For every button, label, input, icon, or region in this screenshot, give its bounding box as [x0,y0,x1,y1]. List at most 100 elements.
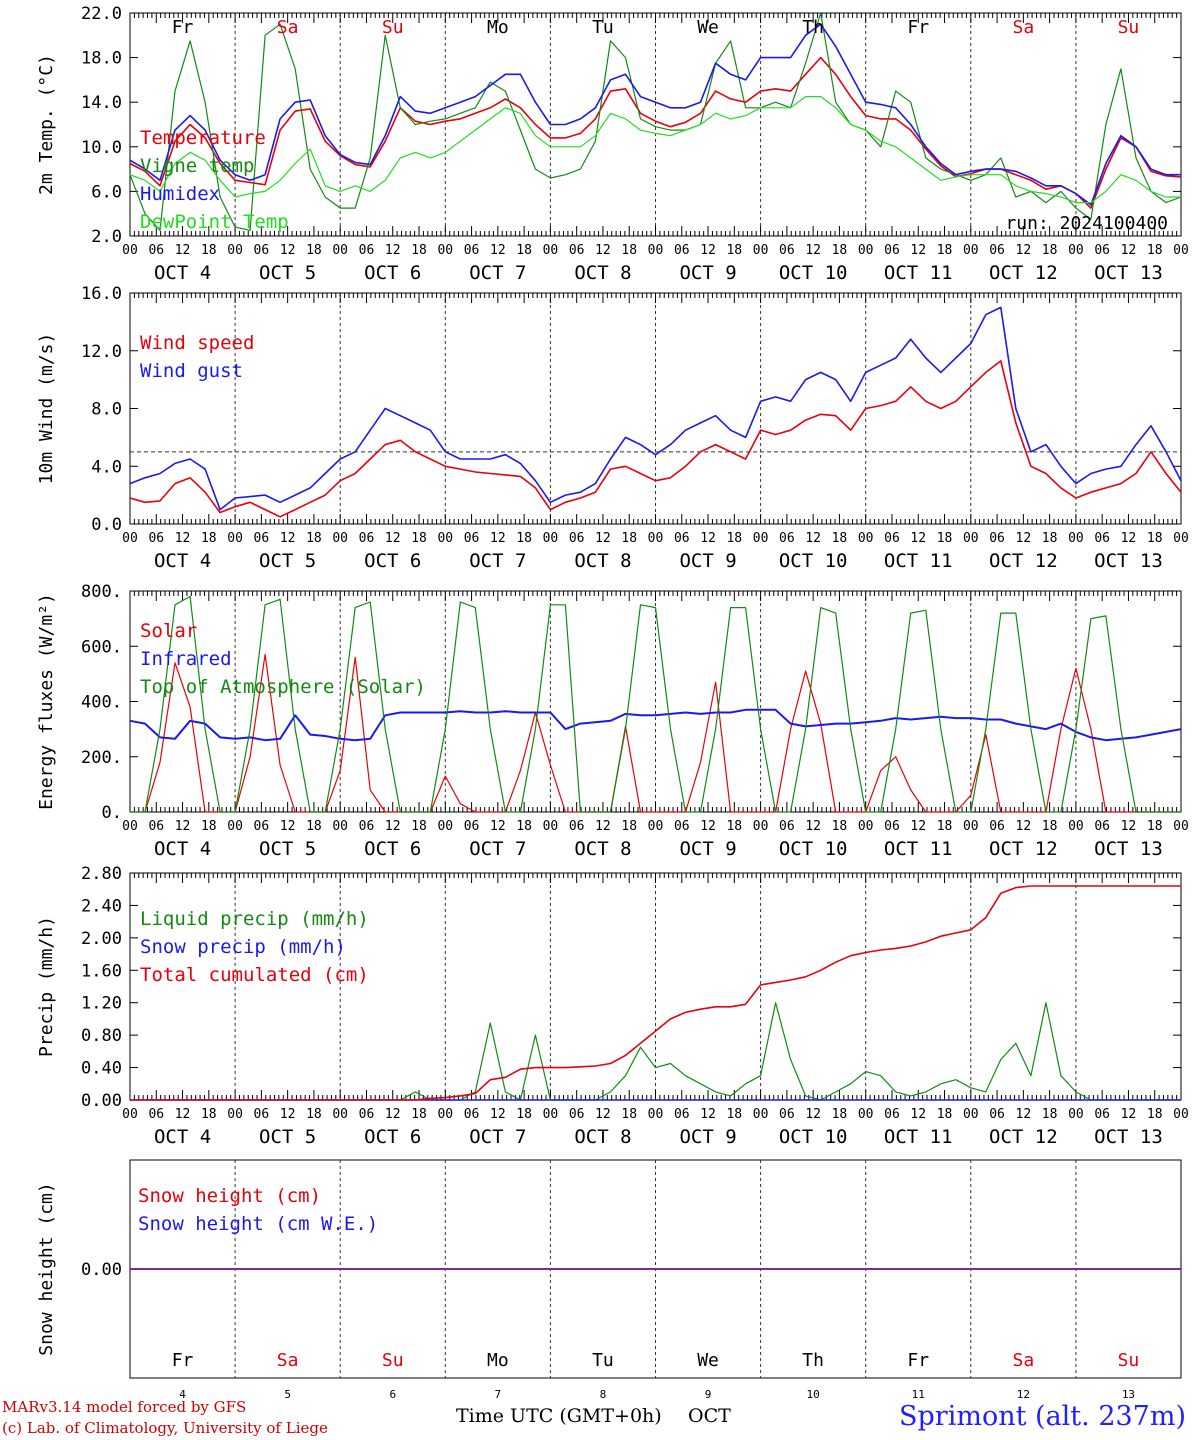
hour-tick-label: 00 [543,531,559,546]
hour-tick-label: 06 [884,1107,900,1122]
panel-2: 00 06 12 18 00 06 12 18 00 06 12 18 00 06 12 18 00 06 12 18… [36,284,1189,572]
hour-tick-label: 12 [595,1107,611,1122]
hour-tick-label: 00 [963,1107,979,1122]
series-line [130,885,1181,1101]
date-label: OCT 4 [154,1126,211,1148]
hour-tick-label: 00 [1173,243,1189,258]
hour-tick-label: 06 [989,1107,1005,1122]
hour-tick-label: 06 [464,819,480,834]
y-tick-label: 4.0 [91,457,122,477]
hour-tick-label: 00 [648,1107,664,1122]
day-name-label: Mo [487,17,509,38]
hour-tick-label: 06 [464,531,480,546]
date-label: OCT 12 [989,262,1058,284]
legend-entry: Top of Atmosphere (Solar) [140,676,426,698]
date-label: OCT 13 [1094,550,1163,572]
date-label: OCT 6 [364,550,421,572]
date-label: OCT 9 [679,550,736,572]
day-name-label: Sa [277,17,299,38]
hour-tick-label: 12 [700,819,716,834]
hour-tick-label: 06 [884,531,900,546]
hour-tick-label: 18 [832,1107,848,1122]
y-tick-label: 8.0 [91,400,122,420]
hour-tick-label: 18 [306,819,322,834]
hour-tick-label: 18 [1042,1107,1058,1122]
hour-tick-label: 06 [779,819,795,834]
hour-tick-label: 06 [359,1107,375,1122]
date-label: OCT 11 [884,550,953,572]
y-axis-label: 2m Temp. (°C) [36,54,57,195]
hour-tick-label: 12 [595,531,611,546]
hour-tick-label: 06 [359,243,375,258]
y-tick-label: 0.40 [81,1059,122,1079]
time-axis-label: Time UTC (GMT+0h) [456,1405,662,1427]
hour-tick-label: 00 [543,1107,559,1122]
date-label: OCT 13 [1094,838,1163,860]
hour-tick-label: 00 [963,819,979,834]
hour-tick-label: 06 [779,243,795,258]
y-tick-label: 2.80 [81,864,122,884]
legend-entry: Snow height (cm) [138,1185,321,1207]
hour-tick-label: 06 [1094,531,1110,546]
hour-tick-label: 18 [937,243,953,258]
y-tick-label: 0.80 [81,1026,122,1046]
hour-tick-label: 18 [621,1107,637,1122]
hour-tick-label: 06 [359,531,375,546]
date-label: OCT 9 [679,262,736,284]
day-number-label: 13 [1122,1388,1135,1401]
y-tick-label: 2.00 [81,929,122,949]
hour-tick-label: 06 [779,1107,795,1122]
hour-tick-label: 18 [1147,819,1163,834]
hour-tick-label: 00 [858,819,874,834]
hour-tick-label: 00 [648,531,664,546]
hour-tick-label: 00 [1068,819,1084,834]
hour-tick-label: 12 [1016,1107,1032,1122]
day-number-label: 10 [807,1388,820,1401]
date-label: OCT 13 [1094,262,1163,284]
hour-tick-label: 06 [989,243,1005,258]
panel-4: 00 06 12 18 00 06 12 18 00 06 12 18 00 06 12 18 00 06 12 18… [36,864,1189,1148]
y-tick-label: 12.0 [81,342,122,362]
hour-tick-label: 00 [122,531,138,546]
hour-tick-label: 00 [543,243,559,258]
legend-entry: Temperature [140,127,266,149]
hour-tick-label: 06 [884,819,900,834]
legend-entry: Wind gust [140,360,243,382]
legend-entry: Total cumulated (cm) [140,964,369,986]
hour-tick-label: 12 [280,819,296,834]
series-line [129,360,1182,518]
hour-tick-label: 18 [726,243,742,258]
hour-tick-label: 12 [280,243,296,258]
panel-1: 00 06 12 18 00 06 12 18 00 06 12 18 00 06 12 18 00 06 12 18… [36,4,1189,284]
hour-tick-label: 18 [516,531,532,546]
day-number-label: 4 [179,1388,186,1401]
hour-tick-label: 12 [280,1107,296,1122]
y-tick-label: 2.0 [91,227,122,247]
legend-entry: Snow precip (mm/h) [140,936,346,958]
hour-tick-label: 00 [648,243,664,258]
day-name-label: Su [382,17,404,38]
hour-tick-label: 18 [621,531,637,546]
legend-entry: Infrared [140,648,232,670]
hour-tick-label: 06 [254,531,270,546]
hour-tick-label: 12 [910,531,926,546]
y-tick-label: 14.0 [81,93,122,113]
date-label: OCT 7 [469,1126,526,1148]
date-label: OCT 4 [154,550,211,572]
date-label: OCT 12 [989,550,1058,572]
legend-entry: Snow height (cm W.E.) [138,1213,378,1235]
hour-tick-label: 12 [700,1107,716,1122]
day-name-label: Mo [487,1350,509,1371]
y-axis-label: 10m Wind (m/s) [36,333,57,485]
hour-tick-label: 00 [122,243,138,258]
hour-tick-label: 00 [753,1107,769,1122]
date-label: OCT 5 [259,1126,316,1148]
legend-entry: DewPoint Temp [140,211,289,233]
hour-tick-label: 00 [1068,243,1084,258]
hour-tick-label: 06 [148,531,164,546]
day-number-label: 11 [912,1388,925,1401]
date-label: OCT 13 [1094,1126,1163,1148]
hour-tick-label: 18 [1147,1107,1163,1122]
date-label: OCT 5 [259,262,316,284]
hour-tick-label: 00 [227,531,243,546]
